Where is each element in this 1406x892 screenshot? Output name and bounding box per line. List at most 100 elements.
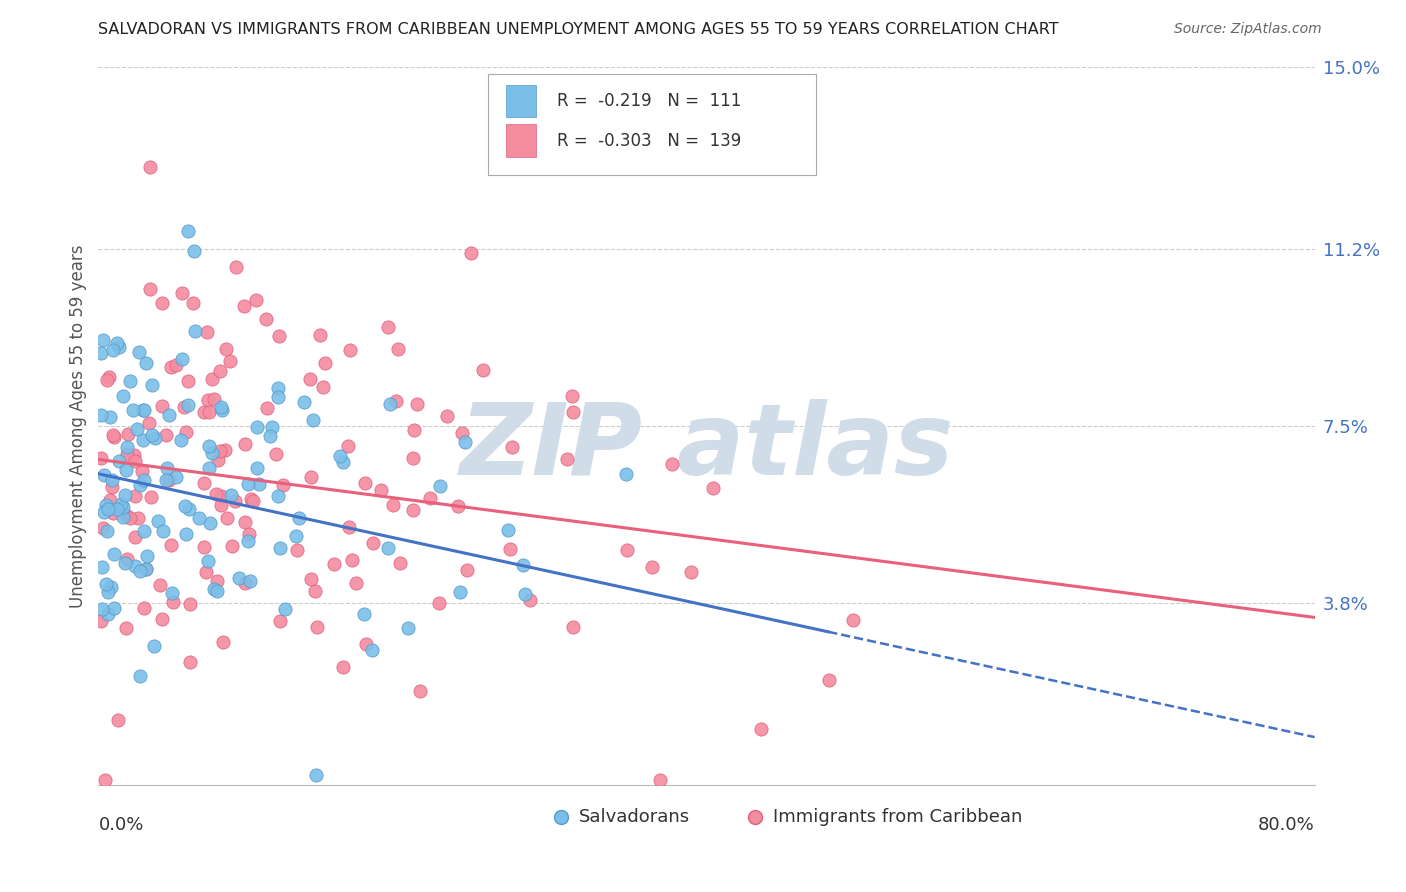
Point: [108, 454, 131, 468]
Point: [101, 473, 124, 487]
Point: [207, 453, 229, 467]
Point: [219, 488, 242, 502]
Point: [309, 328, 332, 343]
Point: [156, 461, 179, 475]
Point: [208, 363, 231, 377]
Point: [353, 607, 375, 622]
Point: [332, 660, 354, 674]
Point: [292, 394, 315, 409]
Point: [127, 511, 149, 525]
Point: [207, 574, 229, 588]
Point: [195, 566, 218, 580]
Point: [124, 530, 146, 544]
Point: [122, 448, 145, 462]
Point: [197, 392, 219, 407]
Point: [305, 768, 328, 782]
Point: [228, 571, 250, 585]
Point: [111, 510, 134, 524]
Point: [233, 515, 256, 529]
Point: [202, 582, 225, 596]
Point: [138, 416, 160, 430]
Point: [160, 359, 183, 374]
Point: [266, 390, 288, 404]
Point: [177, 502, 200, 516]
Point: [221, 540, 243, 554]
Point: [329, 449, 352, 463]
Point: [173, 400, 195, 414]
Point: [246, 420, 269, 434]
Point: [152, 524, 174, 538]
Point: [197, 553, 219, 567]
Point: [129, 477, 152, 491]
Point: [380, 397, 402, 411]
Point: [91, 559, 114, 574]
Point: [91, 333, 114, 347]
Point: [103, 430, 125, 444]
Point: [679, 565, 702, 579]
Point: [322, 557, 344, 571]
Point: [361, 536, 384, 550]
Point: [562, 405, 585, 419]
Point: [436, 409, 458, 424]
Point: [152, 612, 174, 626]
Point: [114, 621, 136, 635]
Point: [170, 352, 193, 367]
Point: [193, 405, 215, 419]
Point: [236, 477, 259, 491]
Point: [339, 520, 361, 534]
Point: [471, 363, 494, 377]
Point: [451, 425, 474, 440]
Point: [256, 401, 278, 416]
Point: [101, 506, 124, 520]
Point: [98, 370, 121, 384]
Point: [131, 403, 153, 417]
Text: 0.0%: 0.0%: [98, 816, 143, 834]
Point: [233, 437, 256, 451]
Point: [157, 408, 180, 422]
Point: [201, 445, 224, 459]
Point: [177, 374, 200, 388]
Point: [105, 501, 128, 516]
Point: [162, 595, 184, 609]
Point: [141, 378, 163, 392]
Point: [209, 498, 232, 512]
Point: [453, 435, 475, 450]
Point: [135, 356, 157, 370]
Point: [93, 467, 115, 482]
Point: [201, 372, 224, 386]
Point: [233, 299, 256, 313]
Point: [136, 549, 159, 564]
Point: [122, 403, 145, 417]
Point: [304, 584, 326, 599]
Point: [259, 429, 281, 443]
Point: [299, 470, 322, 484]
Point: [377, 541, 399, 556]
Point: [150, 296, 173, 310]
Point: [142, 639, 165, 653]
Point: [447, 499, 470, 513]
Point: [409, 684, 432, 698]
Point: [616, 543, 638, 558]
Point: [225, 260, 247, 274]
Point: [419, 491, 441, 506]
Point: [211, 403, 233, 417]
Point: [254, 312, 277, 326]
Point: [267, 489, 290, 503]
Point: [181, 296, 204, 310]
Point: [402, 502, 425, 516]
FancyBboxPatch shape: [488, 74, 815, 175]
Point: [749, 722, 772, 736]
Point: [513, 587, 536, 601]
Text: Immigrants from Caribbean: Immigrants from Caribbean: [773, 808, 1022, 826]
Point: [114, 488, 136, 502]
Point: [174, 425, 197, 439]
Point: [242, 493, 264, 508]
Point: [449, 585, 471, 599]
Point: [183, 324, 205, 338]
Point: [661, 457, 683, 471]
Point: [427, 596, 450, 610]
Point: [93, 505, 115, 519]
Point: [702, 481, 724, 495]
Point: [174, 527, 197, 541]
Point: [131, 433, 153, 447]
